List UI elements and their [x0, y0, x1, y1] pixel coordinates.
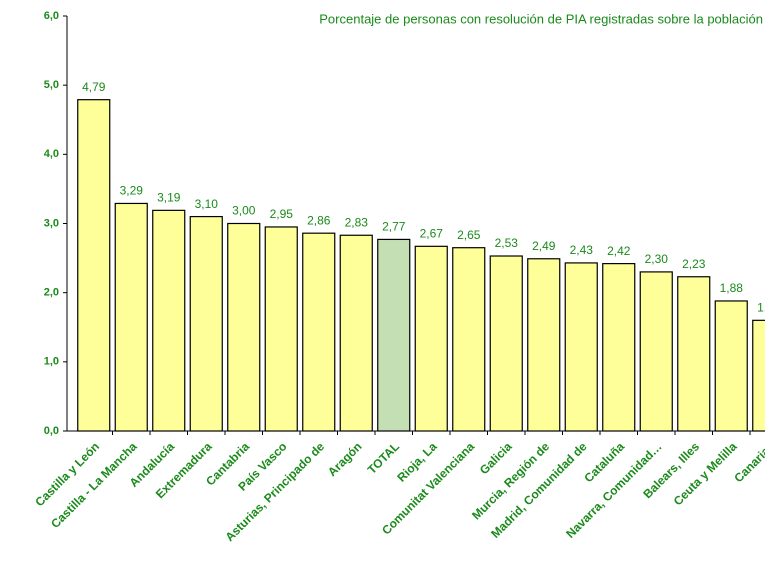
bar	[227, 222, 261, 432]
value-label: 2,43	[570, 243, 594, 257]
bar	[77, 99, 111, 432]
value-label: 2,95	[270, 207, 294, 221]
value-label: 1,60	[757, 301, 765, 315]
value-label: 2,49	[532, 239, 556, 253]
value-label: 1,88	[720, 281, 744, 295]
value-label: 3,00	[232, 204, 256, 218]
bar	[414, 245, 448, 432]
value-label: 2,30	[645, 252, 669, 266]
y-tick-label: 2,0	[44, 287, 59, 299]
y-tick-label: 4,0	[44, 148, 59, 160]
chart-title: Porcentaje de personas con resolución de…	[319, 11, 763, 26]
bar	[189, 215, 223, 432]
value-label: 2,77	[382, 220, 406, 234]
bar	[377, 238, 411, 432]
value-label: 2,86	[307, 213, 331, 227]
value-label: 3,10	[195, 197, 219, 211]
bar	[264, 226, 298, 432]
value-label: 2,83	[345, 215, 369, 229]
value-label: 2,65	[457, 228, 481, 242]
bar	[527, 258, 561, 432]
value-label: 2,23	[682, 257, 706, 271]
y-tick-label: 0,0	[44, 425, 59, 437]
value-label: 3,29	[120, 184, 144, 198]
value-label: 2,67	[420, 226, 444, 240]
bar	[114, 202, 148, 432]
y-tick-label: 5,0	[44, 79, 59, 91]
bar	[639, 271, 673, 432]
bar	[714, 300, 748, 432]
bar	[564, 262, 598, 432]
x-tick-label: TOTAL	[365, 439, 402, 476]
bar	[602, 263, 636, 432]
y-tick-label: 3,0	[44, 217, 59, 229]
bar	[152, 209, 186, 432]
bar	[677, 276, 711, 432]
x-tick-label: Aragón	[325, 439, 365, 479]
value-label: 2,42	[607, 244, 631, 258]
bar	[752, 319, 765, 432]
bar	[452, 247, 486, 432]
y-tick-label: 1,0	[44, 356, 59, 368]
value-label: 2,53	[495, 236, 519, 250]
y-tick-label: 6,0	[44, 10, 59, 22]
bar	[489, 255, 523, 432]
value-label: 3,19	[157, 191, 181, 205]
value-label: 4,79	[82, 80, 106, 94]
x-tick-label: Canarias	[731, 439, 765, 485]
bar	[302, 232, 336, 432]
bar	[339, 234, 373, 432]
x-tick-label: Castilla y León	[32, 439, 102, 509]
